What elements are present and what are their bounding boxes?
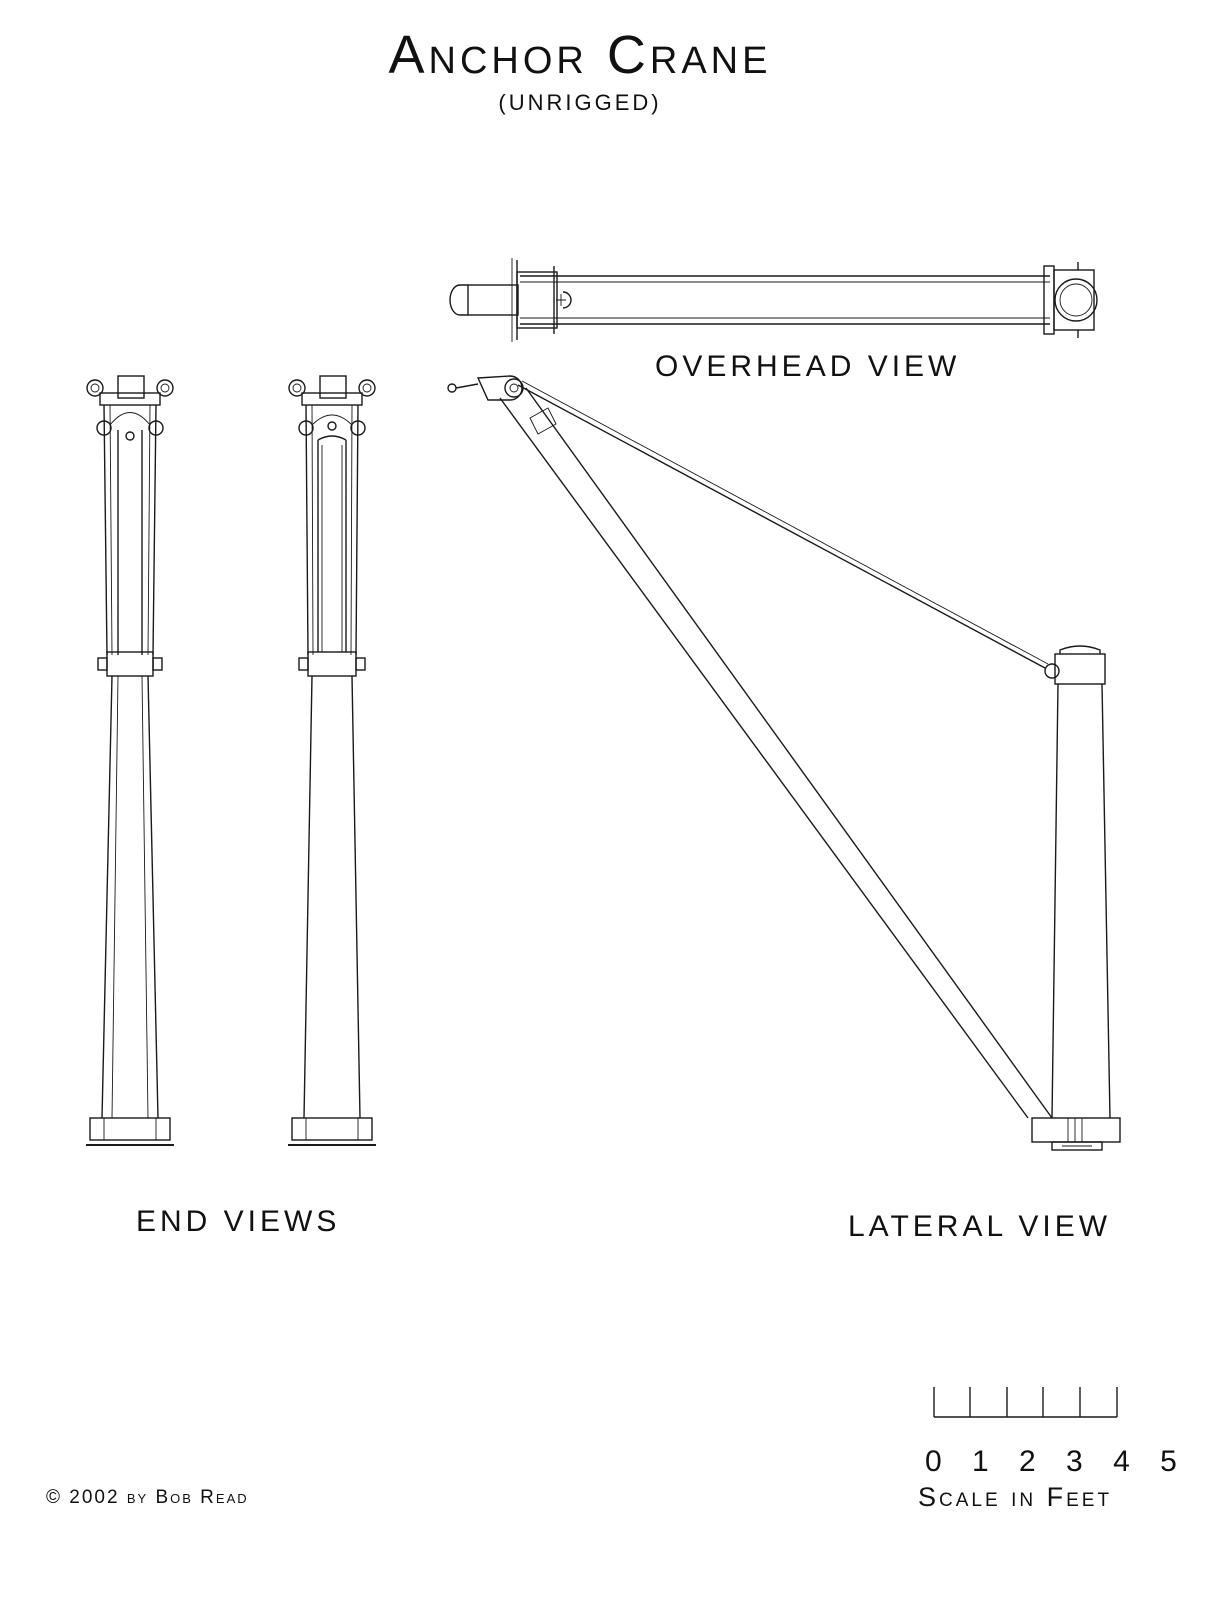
drawing-title: Anchor Crane <box>388 25 772 85</box>
scale-bar <box>933 1387 1118 1418</box>
lateral-view <box>447 375 1121 1151</box>
copyright-notice: © 2002 by Bob Read <box>46 1487 249 1508</box>
scale-label: Scale in Feet <box>918 1482 1113 1512</box>
end-view-2 <box>288 375 376 1146</box>
lateral-view-label: LATERAL VIEW <box>848 1210 1112 1243</box>
scale-numbers: 0 1 2 3 4 5 <box>925 1445 1188 1478</box>
overhead-view-label: OVERHEAD VIEW <box>655 350 961 383</box>
overhead-view <box>449 258 1098 342</box>
end-views-label: END VIEWS <box>136 1205 341 1238</box>
drawing-subtitle: (UNRIGGED) <box>498 90 662 115</box>
end-view-1 <box>86 375 174 1146</box>
